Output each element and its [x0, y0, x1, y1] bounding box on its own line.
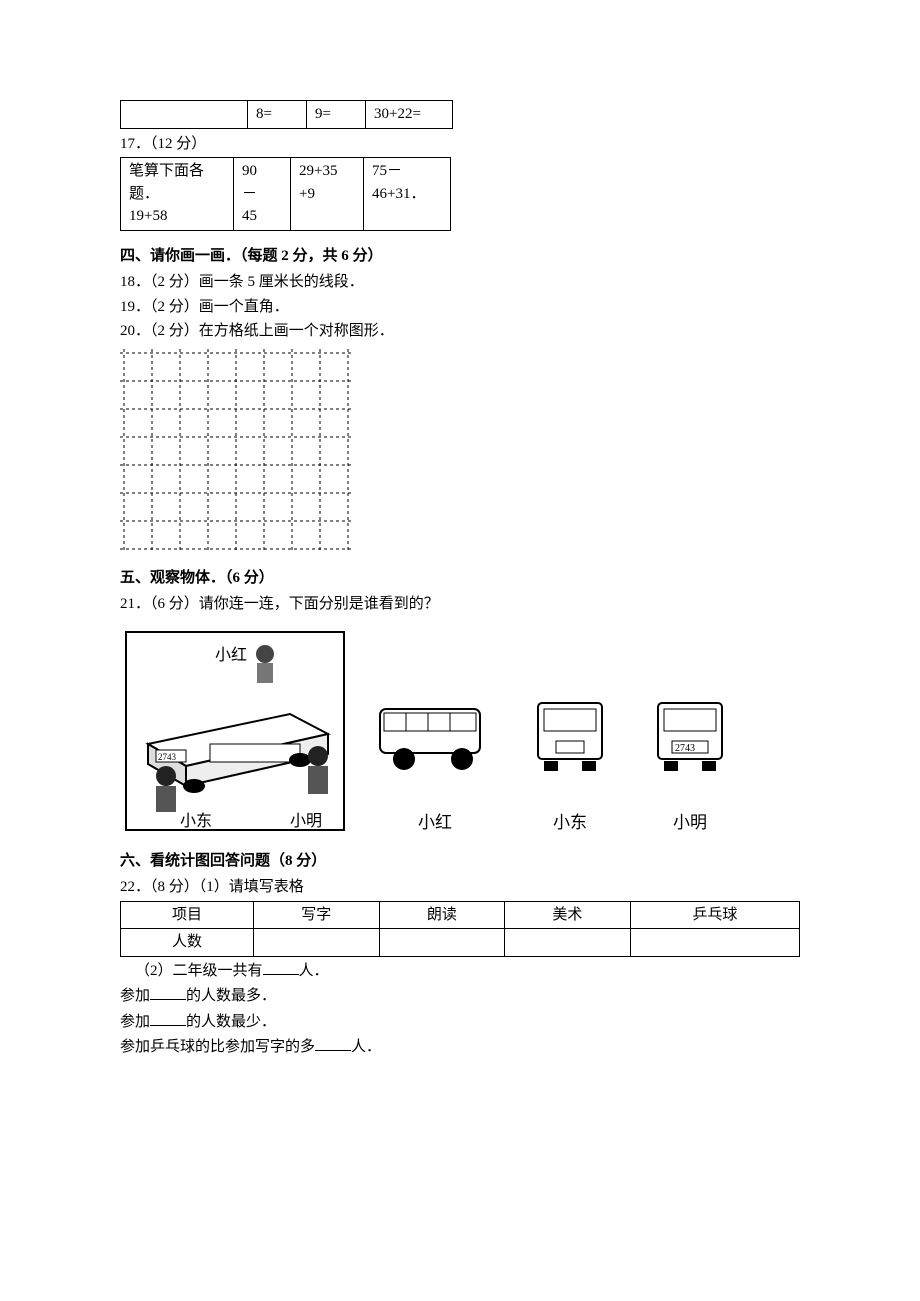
text: 的人数最多．: [186, 988, 276, 1004]
q17-label: 17．（12 分）: [120, 133, 800, 156]
blank[interactable]: [315, 1035, 351, 1051]
view-label-2: 小明: [640, 810, 740, 836]
text: （2）二年级一共有: [135, 963, 263, 979]
cell: 9=: [307, 101, 366, 129]
th: 朗读: [379, 901, 505, 929]
bus-front-view: [520, 689, 620, 789]
cell: 45: [242, 208, 257, 224]
cell: 8=: [248, 101, 307, 129]
cell-blank[interactable]: [379, 929, 505, 957]
scene-label-left: 小东: [180, 812, 212, 830]
fill-line-a: （2）二年级一共有 人．: [135, 959, 800, 983]
stats-table: 项目 写字 朗读 美术 乒乓球 人数: [120, 901, 800, 957]
cell-blank[interactable]: [630, 929, 799, 957]
fill-line-b: 参加 的人数最多．: [120, 984, 800, 1008]
th: 美术: [505, 901, 631, 929]
q21: 21．（6 分）请你连一连，下面分别是谁看到的？: [120, 593, 800, 616]
blank[interactable]: [150, 1010, 186, 1026]
text: 人．: [299, 963, 329, 979]
text: 人．: [351, 1039, 381, 1055]
fill-line-d: 参加乒乓球的比参加写字的多 人．: [120, 1035, 800, 1059]
section5-title: 五、观察物体．（6 分）: [120, 567, 800, 590]
cell: 46+31．: [372, 186, 425, 202]
scene-label-right: 小明: [290, 812, 322, 830]
scene-plate: 2743: [158, 752, 177, 762]
cell: －: [242, 186, 257, 202]
blank[interactable]: [263, 959, 299, 975]
q20: 20．（2 分）在方格纸上画一个对称图形．: [120, 320, 800, 343]
text: 的人数最少．: [186, 1014, 276, 1030]
th: 写字: [254, 901, 380, 929]
cell: 90: [242, 163, 257, 179]
q18: 18．（2 分）画一条 5 厘米长的线段．: [120, 271, 800, 294]
scene-label-top: 小红: [215, 646, 247, 664]
view-label-0: 小红: [370, 810, 500, 836]
cell: 75－: [372, 163, 402, 179]
calc-table-a: 8= 9= 30+22=: [120, 100, 453, 129]
grid-svg: [120, 349, 352, 553]
text: 参加乒乓球的比参加写字的多: [120, 1039, 315, 1055]
dashed-grid: [120, 349, 800, 553]
view-label-1: 小东: [520, 810, 620, 836]
cell: 题．: [129, 186, 159, 202]
cell-blank[interactable]: [254, 929, 380, 957]
scene-illustration: 小红 2743 小东 小明: [120, 626, 350, 836]
cell: 笔算下面各: [129, 163, 204, 179]
cell-blank[interactable]: [505, 929, 631, 957]
q19: 19．（2 分）画一个直角．: [120, 296, 800, 319]
section6-title: 六、看统计图回答问题（8 分）: [120, 850, 800, 873]
bus-side-view: [370, 689, 500, 789]
calc-table-b: 笔算下面各 题． 19+58 90 － 45 29+35 +9 75－ 46+3…: [120, 157, 451, 231]
section4-title: 四、请你画一画．（每题 2 分，共 6 分）: [120, 245, 800, 268]
cell: 30+22=: [366, 101, 453, 129]
cell: 19+58: [129, 208, 167, 224]
blank[interactable]: [150, 984, 186, 1000]
fill-line-c: 参加 的人数最少．: [120, 1010, 800, 1034]
cell: +9: [299, 186, 315, 202]
text: 参加: [120, 988, 150, 1004]
back-plate: 2743: [675, 743, 695, 754]
text: 参加: [120, 1014, 150, 1030]
th: 项目: [121, 901, 254, 929]
observation-row: 小红 2743 小东 小明: [120, 626, 800, 836]
cell: 29+35: [299, 163, 337, 179]
row-label: 人数: [121, 929, 254, 957]
q22: 22．（8 分）（1）请填写表格: [120, 876, 800, 899]
th: 乒乓球: [630, 901, 799, 929]
cell: [121, 101, 248, 129]
bus-back-view: 2743: [640, 689, 740, 789]
